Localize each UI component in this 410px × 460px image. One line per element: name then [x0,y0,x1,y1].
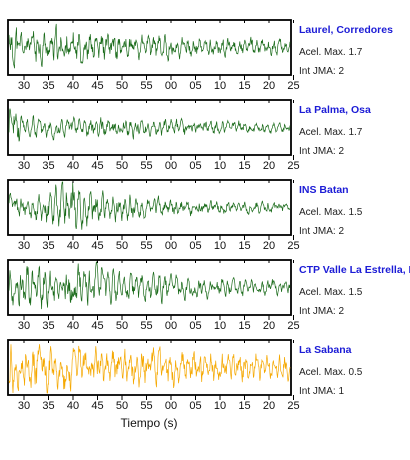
waveform-line [8,344,291,394]
int-jma-label: Int JMA: 1 [299,386,344,397]
x-tick-label: 05 [189,160,201,172]
x-tick-label: 50 [116,240,128,252]
x-tick-label: 15 [238,160,250,172]
x-tick-label: 05 [189,320,201,332]
x-tick-label: 20 [263,160,275,172]
waveform-line [8,181,291,230]
x-tick-label: 20 [263,240,275,252]
x-tick-label: 55 [140,400,152,412]
panel-frame [7,99,292,156]
station-name: CTP Valle La Estrella, L [299,264,410,276]
panel-frame [7,19,292,76]
x-tick-label: 40 [67,240,79,252]
station-panel: 30 35 40 45 50 55 00 05 10 15 20 25 La Sabana Acel. M… [7,339,363,412]
x-tick-label: 50 [116,80,128,92]
station-name: La Sabana [299,344,352,356]
x-tick-label: 15 [238,400,250,412]
panel-frame [7,179,292,236]
x-tick-label: 55 [140,80,152,92]
x-tick-label: 05 [189,240,201,252]
x-tick-label: 35 [42,160,54,172]
station-panel: 30 35 40 45 50 55 00 05 10 15 20 25 Laurel, Corredor… [7,19,393,92]
accel-max-label: Acel. Max. 1.5 [299,207,363,218]
x-tick-label: 55 [140,320,152,332]
accel-max-label: Acel. Max. 1.5 [299,287,363,298]
int-jma-label: Int JMA: 2 [299,146,344,157]
x-tick-label: 00 [165,400,177,412]
x-tick-label: 30 [18,320,30,332]
x-tick-label: 30 [18,80,30,92]
station-panel: 30 35 40 45 50 55 00 05 10 15 20 25 CTP Valle La Est… [7,259,410,332]
x-axis-label: Tiempo (s) [121,416,178,430]
station-name: La Palma, Osa [299,104,371,116]
x-tick-label: 35 [42,320,54,332]
x-tick-label: 45 [91,320,103,332]
x-tick-label: 20 [263,80,275,92]
x-tick-label: 40 [67,320,79,332]
station-name: INS Batan [299,184,349,196]
x-tick-label: 00 [165,160,177,172]
x-tick-label: 05 [189,400,201,412]
x-tick-label: 25 [287,320,299,332]
int-jma-label: Int JMA: 2 [299,66,344,77]
int-jma-label: Int JMA: 2 [299,226,344,237]
x-tick-label: 35 [42,240,54,252]
waveform-line [8,261,291,310]
accel-max-label: Acel. Max. 0.5 [299,367,363,378]
x-tick-label: 15 [238,240,250,252]
x-tick-label: 20 [263,320,275,332]
x-tick-label: 10 [214,80,226,92]
x-tick-label: 30 [18,160,30,172]
x-tick-label: 00 [165,80,177,92]
x-tick-label: 15 [238,320,250,332]
panel-frame [7,259,292,316]
x-tick-label: 05 [189,80,201,92]
x-tick-label: 20 [263,400,275,412]
x-tick-label: 25 [287,80,299,92]
x-tick-label: 40 [67,400,79,412]
x-tick-label: 50 [116,160,128,172]
x-tick-label: 45 [91,240,103,252]
x-tick-label: 10 [214,160,226,172]
accel-max-label: Acel. Max. 1.7 [299,47,363,58]
int-jma-label: Int JMA: 2 [299,306,344,317]
x-tick-label: 45 [91,160,103,172]
panel-frame [7,339,292,396]
station-panel: 30 35 40 45 50 55 00 05 10 15 20 25 La Palma, Osa Ace… [7,99,371,172]
station-name: Laurel, Corredores [299,24,393,36]
x-tick-label: 00 [165,320,177,332]
waveform-line [8,108,291,142]
x-tick-label: 40 [67,80,79,92]
x-tick-label: 40 [67,160,79,172]
station-panel: 30 35 40 45 50 55 00 05 10 15 20 25 INS Batan Acel. M… [7,179,363,252]
x-tick-label: 50 [116,320,128,332]
x-tick-label: 15 [238,80,250,92]
x-tick-label: 00 [165,240,177,252]
panels-group: 30 35 40 45 50 55 00 05 10 15 20 25 Laurel, Corredor… [7,19,410,412]
x-tick-label: 10 [214,320,226,332]
x-tick-label: 35 [42,400,54,412]
x-tick-label: 10 [214,240,226,252]
accel-max-label: Acel. Max. 1.7 [299,127,363,138]
x-tick-label: 55 [140,160,152,172]
x-tick-label: 35 [42,80,54,92]
x-tick-label: 55 [140,240,152,252]
x-tick-label: 10 [214,400,226,412]
x-tick-label: 50 [116,400,128,412]
waveform-line [8,23,291,69]
x-tick-label: 45 [91,80,103,92]
x-tick-label: 45 [91,400,103,412]
x-tick-label: 25 [287,240,299,252]
x-tick-label: 30 [18,240,30,252]
x-tick-label: 25 [287,160,299,172]
x-tick-label: 30 [18,400,30,412]
x-tick-label: 25 [287,400,299,412]
